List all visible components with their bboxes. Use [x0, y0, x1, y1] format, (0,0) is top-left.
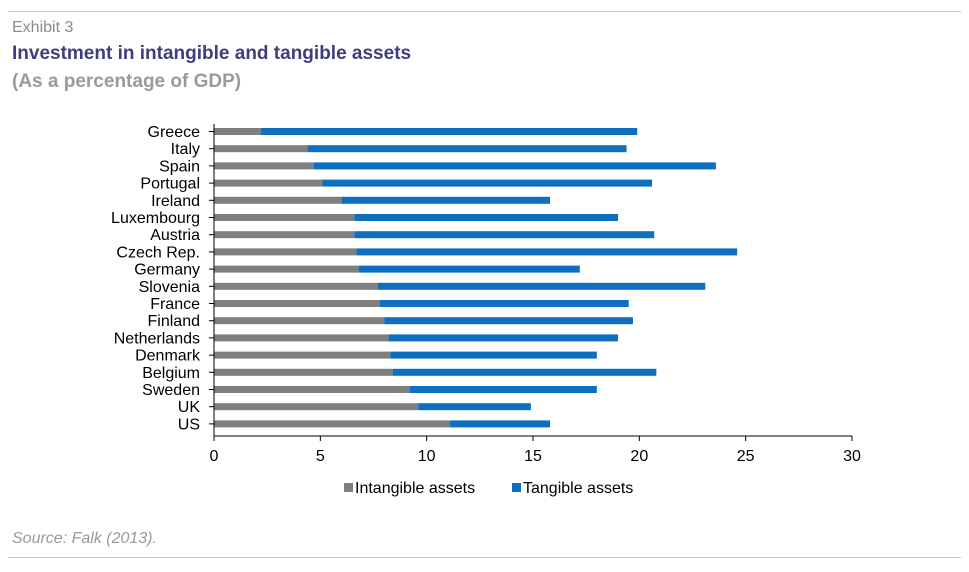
category-label: Portugal — [140, 176, 200, 193]
x-tick-label: 30 — [843, 448, 861, 465]
bar-tangible — [260, 128, 638, 135]
category-label: Slovenia — [139, 279, 200, 296]
bar-tangible — [388, 334, 619, 342]
category-label: France — [150, 296, 200, 313]
bar-tangible — [409, 386, 597, 393]
category-label: Sweden — [142, 382, 200, 399]
bar-intangible — [214, 231, 355, 239]
bar-intangible — [214, 162, 314, 170]
bar-tangible — [354, 214, 619, 221]
category-label: Belgium — [142, 365, 200, 382]
category-label: Austria — [150, 227, 200, 244]
legend: Intangible assets Tangible assets — [344, 480, 633, 497]
bar-tangible — [313, 162, 716, 170]
legend-swatch — [344, 483, 353, 492]
bar-intangible — [214, 420, 451, 428]
x-tick-label: 25 — [737, 448, 755, 465]
legend-swatch — [512, 483, 521, 492]
legend-label: Intangible assets — [355, 480, 475, 497]
category-label: Greece — [148, 124, 201, 141]
bar-tangible — [358, 265, 580, 273]
bar-intangible — [214, 265, 359, 273]
bar-intangible — [214, 386, 410, 393]
bar-tangible — [392, 368, 657, 376]
category-label: UK — [178, 399, 201, 416]
category-label: Finland — [148, 313, 200, 330]
bar-intangible — [214, 317, 385, 325]
category-label: Denmark — [135, 348, 201, 365]
x-tick-label: 20 — [630, 448, 648, 465]
category-label: Ireland — [151, 193, 200, 210]
bar-intangible — [214, 196, 342, 204]
category-label: Germany — [134, 262, 200, 279]
x-tick-label: 15 — [524, 448, 542, 465]
bar-tangible — [377, 282, 706, 290]
bar-tangible — [418, 403, 531, 411]
chart-title: Investment in intangible and tangible as… — [12, 43, 412, 64]
bar-intangible — [214, 368, 393, 376]
bar-tangible — [384, 317, 633, 325]
legend-label: Tangible assets — [523, 480, 633, 497]
category-label: US — [178, 416, 200, 433]
category-labels: GreeceItalySpainPortugalIrelandLuxembour… — [111, 124, 201, 433]
bar-intangible — [214, 334, 389, 342]
bar-tangible — [450, 420, 551, 428]
x-tick-label: 5 — [316, 448, 325, 465]
bar-intangible — [214, 351, 391, 359]
category-label: Czech Rep. — [116, 244, 200, 261]
chart-subtitle: (As a percentage of GDP) — [12, 71, 242, 92]
x-tick-label: 0 — [210, 448, 219, 465]
bar-intangible — [214, 248, 357, 256]
category-label: Luxembourg — [111, 210, 200, 227]
bar-tangible — [379, 300, 629, 307]
bar-tangible — [341, 196, 551, 204]
bar-tangible — [390, 351, 597, 359]
category-label: Netherlands — [114, 330, 200, 347]
bar-intangible — [214, 128, 261, 135]
source-note: Source: Falk (2013). — [12, 530, 157, 547]
x-axis: 0 5 10 15 20 25 30 — [209, 124, 861, 465]
exhibit-label: Exhibit 3 — [12, 19, 74, 36]
bar-intangible — [214, 179, 323, 187]
bar-tangible — [307, 145, 627, 153]
bar-tangible — [356, 248, 738, 256]
bar-intangible — [214, 282, 378, 290]
top-rule — [8, 11, 961, 12]
category-label: Spain — [159, 158, 200, 175]
bar-intangible — [214, 145, 308, 153]
bars — [214, 128, 738, 428]
bottom-rule — [8, 557, 961, 558]
bar-intangible — [214, 214, 355, 221]
bar-intangible — [214, 403, 419, 411]
x-tick-label: 10 — [418, 448, 436, 465]
bar-tangible — [354, 231, 655, 239]
bar-tangible — [322, 179, 653, 187]
bar-intangible — [214, 300, 380, 307]
category-label: Italy — [171, 141, 200, 158]
